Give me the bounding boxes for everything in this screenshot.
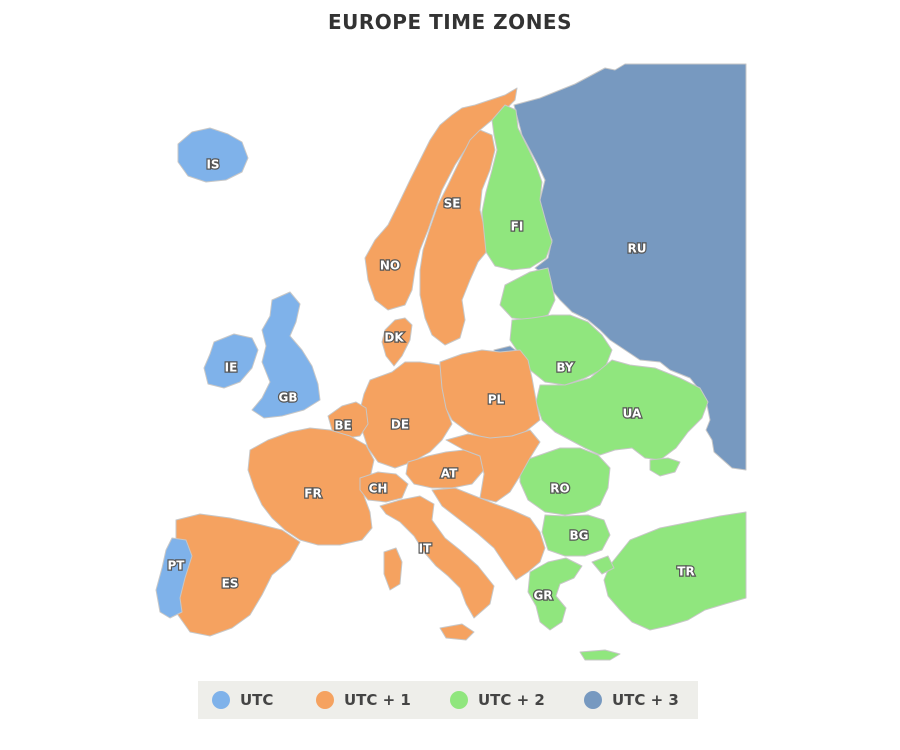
region-baltics: [499, 267, 556, 321]
legend-item-utc: UTC: [212, 681, 273, 719]
country-label-ie: IE: [225, 361, 238, 375]
country-label-tr: TR: [677, 565, 694, 579]
region-sicily: [439, 623, 475, 641]
legend-item-utc3: UTC + 3: [584, 681, 679, 719]
region-cz-sk-hu: [445, 429, 541, 503]
region-bg: [541, 514, 611, 557]
country-label-bg: BG: [570, 529, 589, 543]
legend-label-utc3: UTC + 3: [612, 691, 679, 709]
legend-swatch-utc1: [316, 691, 334, 709]
country-label-ru: RU: [628, 242, 647, 256]
country-label-pl: PL: [488, 393, 505, 407]
region-gr: [527, 557, 583, 631]
country-label-es: ES: [222, 577, 239, 591]
country-label-fi: FI: [511, 220, 524, 234]
country-label-ro: RO: [550, 482, 569, 496]
country-label-no: NO: [380, 259, 400, 273]
region-gb: [251, 291, 321, 419]
region-ro: [519, 447, 611, 516]
country-label-se: SE: [444, 197, 461, 211]
region-is: [177, 127, 249, 183]
region-crete: [579, 649, 621, 661]
region-crimea: [649, 457, 681, 477]
region-es: [171, 513, 301, 637]
country-label-gr: GR: [533, 589, 552, 603]
country-label-is: IS: [206, 158, 219, 172]
region-tr: [603, 511, 747, 631]
region-pt: [155, 537, 193, 619]
region-pl: [439, 349, 541, 439]
country-label-de: DE: [391, 418, 409, 432]
legend-label-utc2: UTC + 2: [478, 691, 545, 709]
legend: UTC UTC + 1 UTC + 2 UTC + 3: [198, 681, 698, 719]
legend-label-utc: UTC: [240, 691, 274, 709]
region-balkans-west: [431, 487, 546, 581]
country-label-it: IT: [419, 542, 432, 556]
legend-label-utc1: UTC + 1: [344, 691, 411, 709]
region-ch: [359, 471, 409, 503]
region-it: [379, 495, 495, 619]
legend-swatch-utc2: [450, 691, 468, 709]
country-label-dk: DK: [384, 331, 404, 345]
legend-item-utc2: UTC + 2: [450, 681, 545, 719]
legend-swatch-utc: [212, 691, 230, 709]
region-fi: [481, 104, 553, 271]
country-label-fr: FR: [304, 487, 321, 501]
europe-map: IS IE GB PT NO SE DK BE DE PL FR CH AT IT ES FI BY UA RO BG…: [155, 63, 747, 661]
region-ua: [535, 359, 709, 461]
legend-swatch-utc3: [584, 691, 602, 709]
country-label-by: BY: [556, 361, 573, 375]
country-label-be: BE: [334, 419, 351, 433]
country-label-pt: PT: [168, 559, 186, 573]
country-label-ch: CH: [369, 482, 388, 496]
region-sardinia: [383, 547, 403, 591]
region-de: [359, 361, 453, 469]
region-se: [419, 129, 496, 346]
region-at: [405, 449, 485, 489]
country-label-ua: UA: [623, 407, 642, 421]
region-dk: [381, 317, 413, 367]
legend-item-utc1: UTC + 1: [316, 681, 411, 719]
region-ie: [203, 333, 259, 389]
country-label-at: AT: [441, 467, 458, 481]
region-tr-thrace: [591, 555, 615, 575]
region-fr: [247, 427, 375, 546]
map-title: EUROPE TIME ZONES: [327, 10, 572, 34]
country-label-gb: GB: [279, 391, 298, 405]
